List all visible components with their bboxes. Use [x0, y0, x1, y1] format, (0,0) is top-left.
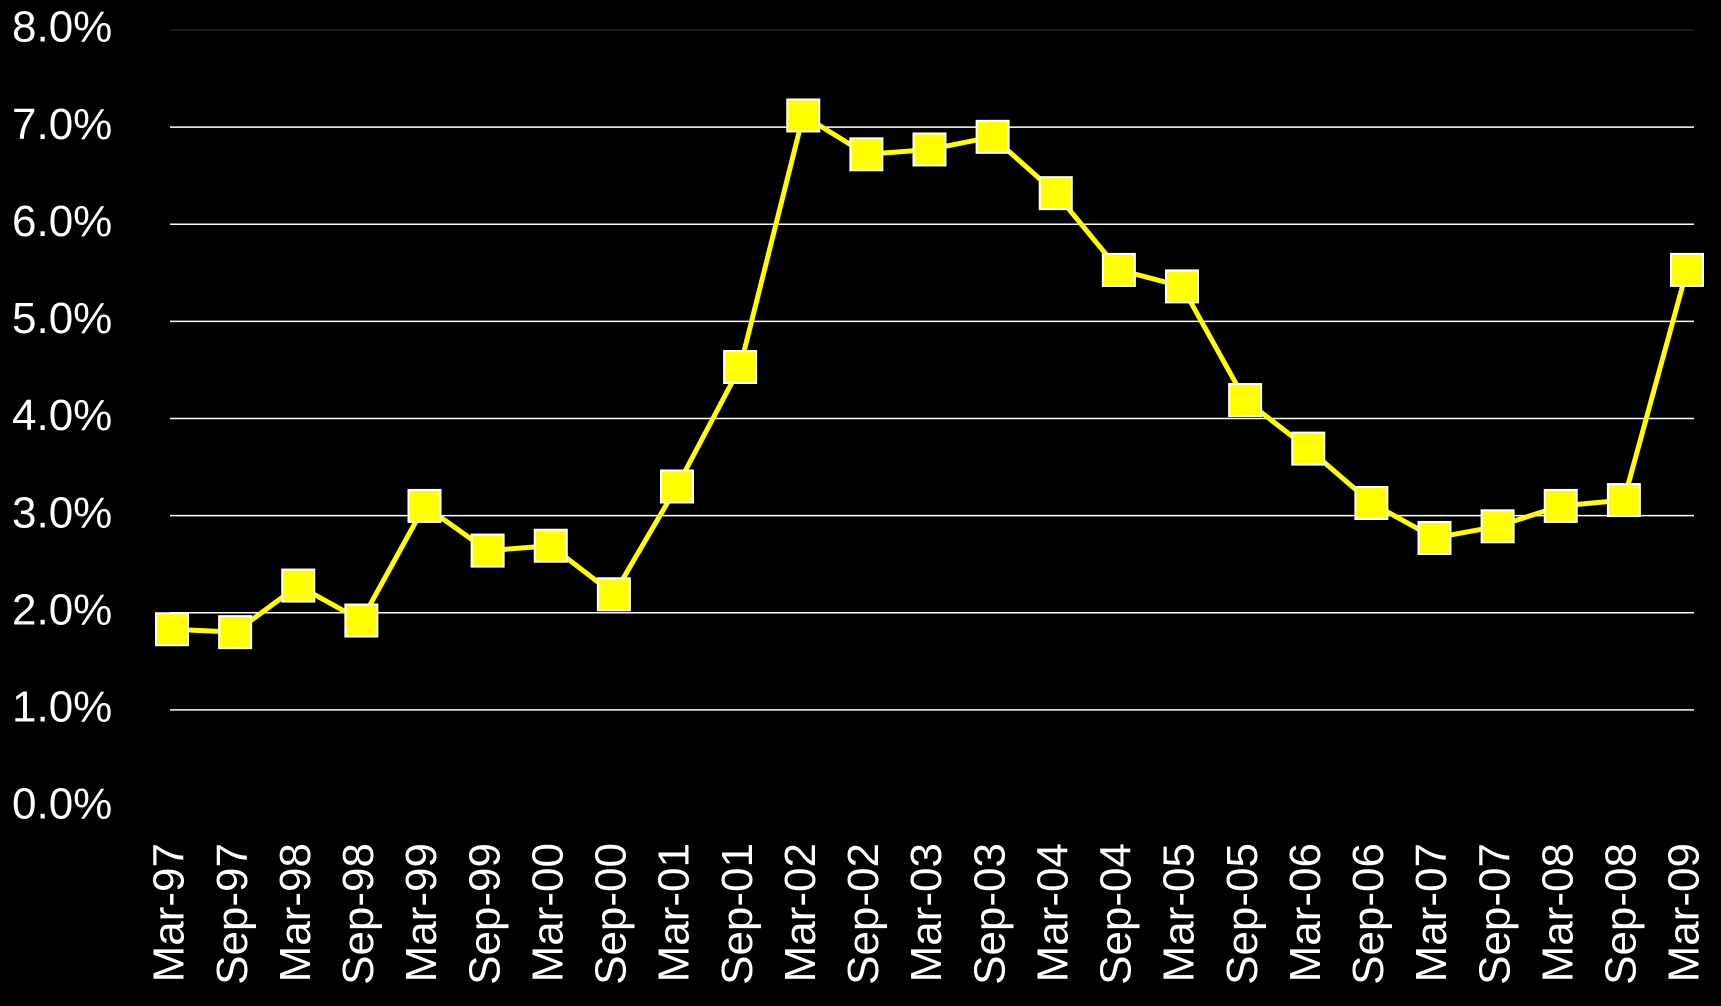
point-marker: [470, 533, 505, 568]
point-marker: [1228, 383, 1263, 418]
point-marker: [1480, 509, 1515, 544]
y-tick-label: 0.0%: [12, 780, 112, 829]
x-tick-label: Sep-07: [1470, 843, 1519, 985]
point-marker: [155, 612, 189, 647]
x-tick-label: Sep-08: [1597, 843, 1646, 985]
point-marker: [1670, 252, 1704, 287]
point-marker: [533, 528, 568, 563]
x-tick-label: Mar-99: [397, 843, 446, 982]
x-tick-label: Mar-08: [1533, 843, 1582, 982]
point-marker: [281, 568, 316, 603]
x-tick-label: Mar-05: [1155, 843, 1204, 982]
point-marker: [1165, 269, 1199, 304]
y-tick-label: 6.0%: [12, 197, 112, 246]
point-marker: [786, 98, 821, 133]
x-tick-label: Mar-03: [902, 843, 951, 982]
x-tick-label: Sep-00: [587, 843, 636, 985]
point-marker: [218, 615, 253, 650]
point-marker: [1354, 485, 1389, 520]
point-marker: [596, 577, 631, 612]
x-tick-label: Mar-98: [271, 843, 320, 982]
x-tick-label: Sep-03: [965, 843, 1014, 985]
x-tick-label: Sep-97: [208, 843, 257, 985]
x-tick-label: Sep-98: [334, 843, 383, 985]
x-tick-label: Sep-02: [839, 843, 888, 985]
y-tick-label: 5.0%: [12, 294, 112, 343]
x-tick-label: Mar-01: [650, 843, 699, 982]
x-tick-label: Mar-07: [1407, 843, 1456, 982]
point-marker: [849, 137, 884, 172]
y-tick-label: 7.0%: [12, 100, 112, 149]
x-tick-label: Sep-99: [460, 843, 509, 985]
point-marker: [1543, 488, 1578, 523]
x-tick-label: Sep-04: [1092, 843, 1141, 985]
y-tick-label: 1.0%: [12, 683, 112, 732]
x-tick-label: Mar-06: [1281, 843, 1330, 982]
y-tick-label: 4.0%: [12, 391, 112, 440]
point-marker: [1291, 431, 1326, 466]
x-tick-label: Mar-02: [776, 843, 825, 982]
point-marker: [344, 603, 379, 638]
x-tick-label: Sep-06: [1344, 843, 1393, 985]
point-marker: [1417, 520, 1452, 555]
point-marker: [1606, 483, 1641, 518]
y-tick-label: 3.0%: [12, 488, 112, 537]
x-tick-label: Mar-09: [1660, 843, 1709, 982]
x-tick-label: Mar-97: [145, 843, 194, 982]
point-marker: [1101, 252, 1136, 287]
point-marker: [407, 488, 442, 523]
x-tick-label: Mar-04: [1028, 843, 1077, 982]
x-tick-label: Sep-05: [1218, 843, 1267, 985]
point-marker: [1038, 176, 1073, 211]
point-marker: [975, 119, 1010, 154]
y-tick-label: 2.0%: [12, 585, 112, 634]
y-tick-label: 8.0%: [12, 3, 112, 52]
point-marker: [660, 469, 694, 504]
x-tick-label: Mar-00: [523, 843, 572, 982]
x-tick-label: Sep-01: [713, 843, 762, 985]
point-marker: [912, 132, 947, 167]
point-marker: [723, 350, 758, 385]
